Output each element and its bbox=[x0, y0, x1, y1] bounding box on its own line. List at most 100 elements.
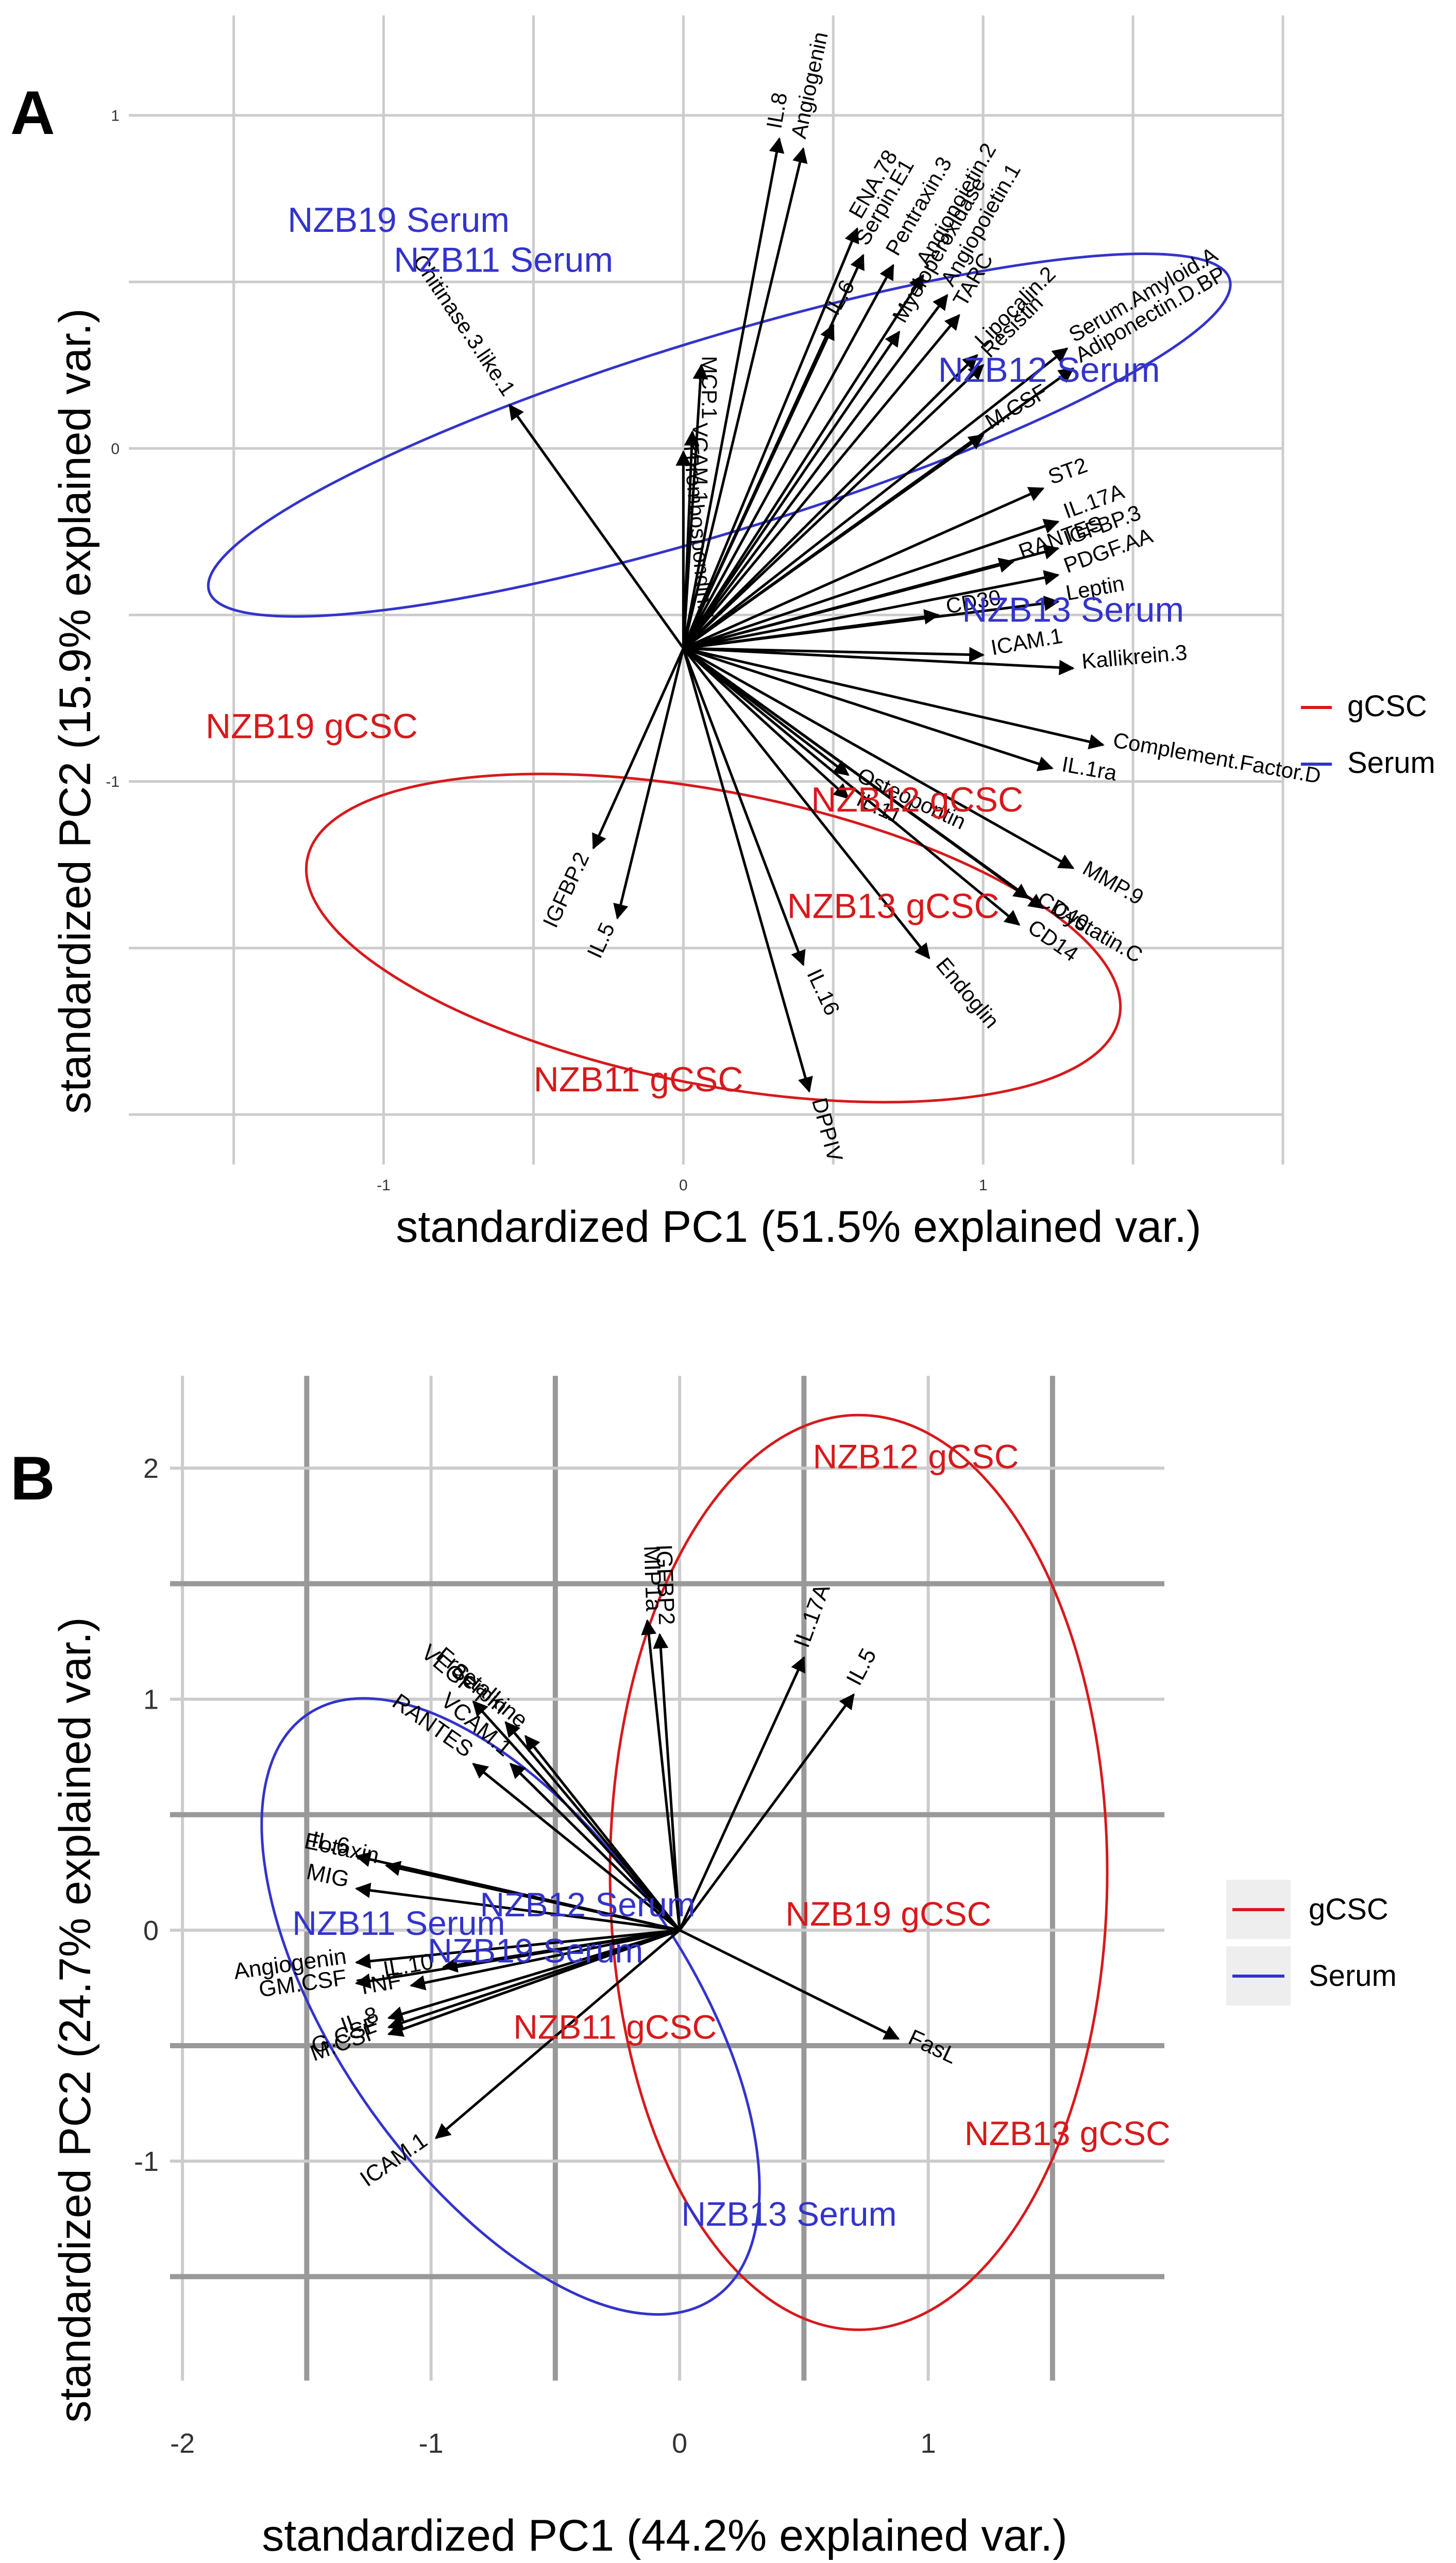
sample-label-nzb19-gcsc: NZB19 gCSC bbox=[786, 1895, 992, 1933]
arrow-serpin bbox=[504, 1721, 681, 1931]
sample-label-nzb13-serum: NZB13 Serum bbox=[962, 590, 1184, 629]
arrow-st2 bbox=[683, 487, 1045, 650]
arrow-vegf bbox=[472, 1700, 681, 1931]
arrow-serum-amyloid-a bbox=[682, 347, 1069, 650]
variable-label-il-16: IL.16 bbox=[802, 965, 844, 1019]
variable-label-mmp-9: MMP.9 bbox=[1079, 856, 1148, 910]
variable-label-mcp-1: MCP.1 bbox=[697, 356, 721, 419]
arrow-kallikrein-3 bbox=[683, 647, 1075, 676]
ellipse-gcsc bbox=[305, 772, 1122, 1104]
panel-a-label: A bbox=[10, 78, 55, 147]
legend-a-serum-label: Serum bbox=[1347, 746, 1435, 780]
arrow-cd40 bbox=[682, 647, 1029, 899]
arrow-mip1a bbox=[641, 1619, 681, 1931]
arrow-chitinase-3-like-1 bbox=[508, 403, 685, 649]
arrow-tarc bbox=[682, 314, 960, 649]
x-tick-label: 1 bbox=[979, 1177, 988, 1194]
arrow-endoglin bbox=[682, 647, 930, 959]
x-tick-label: -1 bbox=[419, 2428, 444, 2459]
sample-label-nzb11-serum: NZB11 Serum bbox=[394, 241, 613, 280]
variable-label-mig: MIG bbox=[304, 1859, 351, 1892]
ellipse-serum bbox=[207, 252, 1232, 618]
x-tick-label: -1 bbox=[377, 1177, 391, 1194]
variable-label-fasl: FasL bbox=[905, 2025, 961, 2069]
panel-a-x-axis-title: standardized PC1 (51.5% explained var.) bbox=[396, 1202, 1201, 1252]
variable-label-il-5: IL.5 bbox=[841, 1644, 882, 1690]
panel-a-y-axis-title: standardized PC2 (15.9% explained var.) bbox=[50, 308, 100, 1114]
arrow-tnf bbox=[410, 1929, 680, 1991]
variable-label-complement-factor-d: Complement.Factor.D bbox=[1111, 728, 1323, 788]
sample-label-nzb12-serum: NZB12 Serum bbox=[938, 350, 1160, 390]
arrow-rantes bbox=[683, 558, 1015, 650]
arrow-myeloperoxidase bbox=[682, 330, 901, 649]
variable-label-kallikrein-3: Kallikrein.3 bbox=[1080, 640, 1188, 673]
y-tick-label: 1 bbox=[111, 107, 120, 124]
arrow-angiogenin bbox=[682, 147, 808, 649]
arrow-il-6 bbox=[682, 324, 835, 649]
arrow-vcam-1 bbox=[509, 1762, 681, 1931]
arrow-complement-factor-d bbox=[683, 647, 1105, 750]
arrow-fasl bbox=[679, 1929, 900, 2040]
y-tick-label: 0 bbox=[111, 441, 120, 458]
arrow-il-5 bbox=[613, 648, 685, 920]
sample-label-nzb12-serum: NZB12 Serum bbox=[480, 1885, 696, 1924]
arrow-angiopoietin-2 bbox=[682, 274, 924, 649]
arrow-il-5 bbox=[679, 1693, 855, 1931]
arrow-il-1ra bbox=[683, 647, 1054, 771]
sample-label-nzb13-gcsc: NZB13 gCSC bbox=[787, 887, 1000, 926]
x-tick-label: 0 bbox=[679, 1177, 688, 1194]
y-tick-label: 0 bbox=[143, 1915, 159, 1946]
arrow-il-16 bbox=[682, 648, 806, 966]
arrow-dppiv bbox=[682, 648, 813, 1093]
arrow-rantes bbox=[472, 1763, 681, 1931]
arrow-cd30 bbox=[683, 609, 940, 650]
y-tick-label: -1 bbox=[134, 2146, 159, 2177]
sample-label-nzb13-serum: NZB13 Serum bbox=[681, 2195, 896, 2233]
arrow-il-8 bbox=[387, 1929, 680, 2021]
panel-b-label: B bbox=[10, 1444, 55, 1513]
arrow-cd14 bbox=[682, 647, 1021, 926]
arrow-angiopoietin-1 bbox=[682, 294, 949, 649]
sample-label-nzb11-serum: NZB11 Serum bbox=[292, 1904, 505, 1942]
legend-b-gcsc-label: gCSC bbox=[1309, 1893, 1389, 1926]
sample-label-nzb19-gcsc: NZB19 gCSC bbox=[206, 707, 418, 746]
sample-label-nzb11-gcsc: NZB11 gCSC bbox=[513, 2008, 717, 2046]
arrow-m-csf bbox=[387, 1929, 680, 2037]
x-tick-label: 0 bbox=[672, 2428, 687, 2459]
variable-label-il-5: IL.5 bbox=[582, 919, 619, 962]
sample-label-nzb19-serum: NZB19 Serum bbox=[287, 200, 510, 240]
variable-label-il-10: IL.10 bbox=[381, 1949, 435, 1982]
variable-label-igfbp2: IGFBP2 bbox=[651, 1544, 679, 1625]
arrow-ena-78 bbox=[682, 227, 859, 649]
arrow-il-8 bbox=[682, 137, 785, 649]
variable-label-vcam-1: VCAM.1 bbox=[688, 423, 713, 503]
variable-label-dppiv: DPPIV bbox=[807, 1095, 848, 1164]
sample-label-nzb11-gcsc: NZB11 gCSC bbox=[534, 1060, 743, 1099]
y-tick-label: 1 bbox=[143, 1684, 159, 1715]
panel-b-y-axis-title: standardized PC2 (24.7% explained var.) bbox=[50, 1617, 100, 2422]
ellipse-gcsc bbox=[608, 1413, 1109, 2331]
x-tick-label: 1 bbox=[921, 2428, 936, 2459]
arrow-il-10 bbox=[442, 1929, 680, 1973]
arrow-vcam-1 bbox=[682, 430, 700, 649]
panel-b-legend: gCSC Serum bbox=[1226, 1880, 1397, 2005]
y-tick-label: -1 bbox=[106, 773, 120, 790]
arrow-eotaxin bbox=[384, 1861, 680, 1932]
arrow-pentraxin-3 bbox=[682, 264, 894, 649]
arrow-mmp-9 bbox=[683, 647, 1075, 869]
variable-label-igfbp-2: IGFBP.2 bbox=[538, 848, 594, 931]
variable-label-mip1a: MIP1a bbox=[639, 1545, 666, 1612]
arrow-m-csf bbox=[682, 434, 985, 650]
variable-label-endoglin: Endoglin bbox=[932, 953, 1004, 1033]
legend-a-gcsc-label: gCSC bbox=[1347, 689, 1427, 723]
variable-label-il-17a: IL.17A bbox=[789, 1580, 835, 1651]
arrow-il-17a bbox=[678, 1656, 805, 1931]
sample-label-nzb13-gcsc: NZB13 gCSC bbox=[964, 2114, 1171, 2152]
panel-a: A -1 0 1-101Thrombospondin.1MCP.1VCAM.1Chi… bbox=[10, 15, 1435, 1252]
ellipse-serum bbox=[260, 1697, 761, 2316]
variable-label-angiogenin: Angiogenin bbox=[786, 30, 833, 141]
arrow-pdgf-aa bbox=[683, 570, 1060, 650]
